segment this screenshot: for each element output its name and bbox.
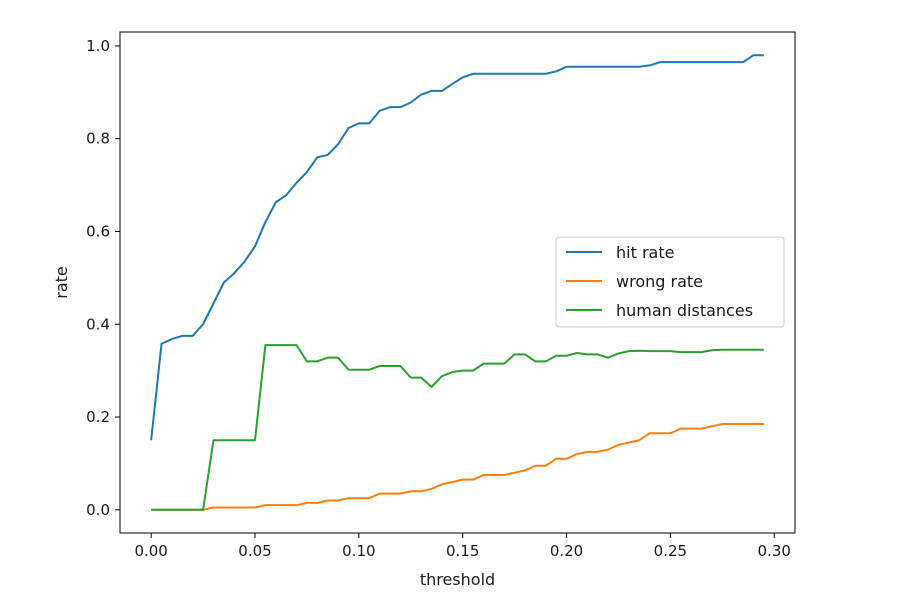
series-line-wrong-rate <box>151 422 764 511</box>
x-tick-label: 0.10 <box>342 542 375 560</box>
x-tick-label: 0.05 <box>238 542 271 560</box>
x-tick-label: 0.30 <box>758 542 791 560</box>
x-tick-label: 0.25 <box>654 542 687 560</box>
legend: hit rate wrong rate human distances <box>555 236 785 328</box>
y-tick-label: 0.8 <box>86 130 110 148</box>
x-tick-label: 0.00 <box>134 542 167 560</box>
legend-label: human distances <box>616 301 753 320</box>
legend-label: hit rate <box>616 243 674 262</box>
x-axis-label: threshold <box>420 570 495 589</box>
y-tick-label: 0.2 <box>86 408 110 426</box>
y-axis-label: rate <box>52 266 71 299</box>
x-tick-label: 0.20 <box>550 542 583 560</box>
y-tick-label: 1.0 <box>86 37 110 55</box>
plot-lines <box>150 54 764 511</box>
legend-frame <box>555 236 785 328</box>
plot-frame <box>119 31 796 534</box>
y-tick-label: 0.4 <box>86 315 110 333</box>
y-tick-label: 0.0 <box>86 501 110 519</box>
series-line-human-distances <box>151 344 764 511</box>
x-axis: 0.00 0.05 0.10 0.15 0.20 0.25 0.30 <box>134 533 791 560</box>
y-axis: 0.0 0.2 0.4 0.6 0.8 1.0 <box>86 37 120 519</box>
series-line-hit-rate <box>150 54 764 441</box>
y-tick-label: 0.6 <box>86 222 110 240</box>
legend-label: wrong rate <box>616 272 703 291</box>
x-tick-label: 0.15 <box>446 542 479 560</box>
